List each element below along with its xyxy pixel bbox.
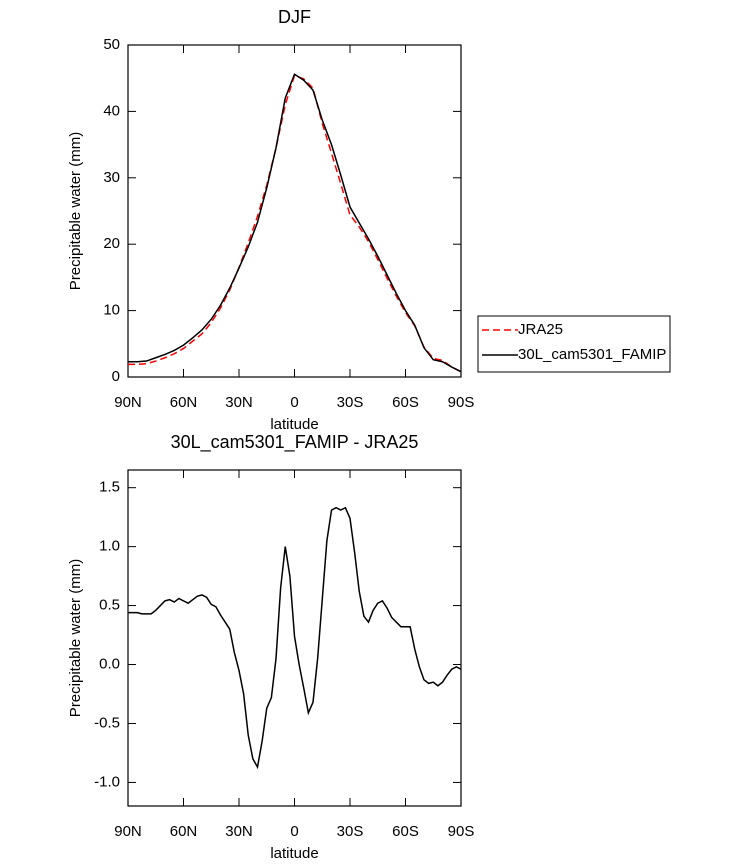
y-tick-label: 20 [103,235,120,252]
y-axis-label: Precipitable water (mm) [67,132,84,290]
y-tick-label: 1.5 [99,479,120,496]
x-tick-label: 90S [448,394,475,411]
series-line [128,74,462,373]
x-axis-label: latitude [270,416,318,433]
y-tick-label: 40 [103,102,120,119]
y-tick-label: 0.5 [99,597,120,614]
legend-label: JRA25 [518,321,563,338]
plot-frame [127,469,462,807]
y-tick-label: 10 [103,302,120,319]
y-tick-label: 0.0 [99,655,120,672]
x-tick-label: 90N [114,394,142,411]
y-tick-label: 30 [103,169,120,186]
x-tick-label: 60N [170,823,198,840]
x-tick-label: 0 [290,823,298,840]
legend-label: 30L_cam5301_FAMIP [518,346,666,363]
plot-frame [127,44,462,378]
x-tick-label: 60S [392,394,419,411]
y-tick-label: 1.0 [99,538,120,555]
x-tick-label: 30N [225,823,253,840]
y-tick-label: 50 [103,36,120,53]
x-tick-label: 30S [337,394,364,411]
y-tick-label: -0.5 [94,714,120,731]
x-tick-label: 30N [225,394,253,411]
x-tick-label: 90N [114,823,142,840]
x-tick-label: 60S [392,823,419,840]
x-tick-label: 60N [170,394,198,411]
y-axis-label: Precipitable water (mm) [67,559,84,717]
x-tick-label: 30S [337,823,364,840]
legend-box [477,315,671,373]
y-tick-label: 0 [112,368,120,385]
chart-title: DJF [278,7,311,27]
x-tick-label: 0 [290,394,298,411]
x-tick-label: 90S [448,823,475,840]
chart-title: 30L_cam5301_FAMIP - JRA25 [171,432,419,453]
series-line [128,73,462,373]
x-axis-label: latitude [270,845,318,862]
series-line [128,506,462,770]
y-tick-label: -1.0 [94,773,120,790]
